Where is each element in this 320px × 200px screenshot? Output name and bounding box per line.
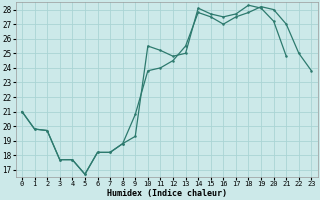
X-axis label: Humidex (Indice chaleur): Humidex (Indice chaleur) — [107, 189, 227, 198]
